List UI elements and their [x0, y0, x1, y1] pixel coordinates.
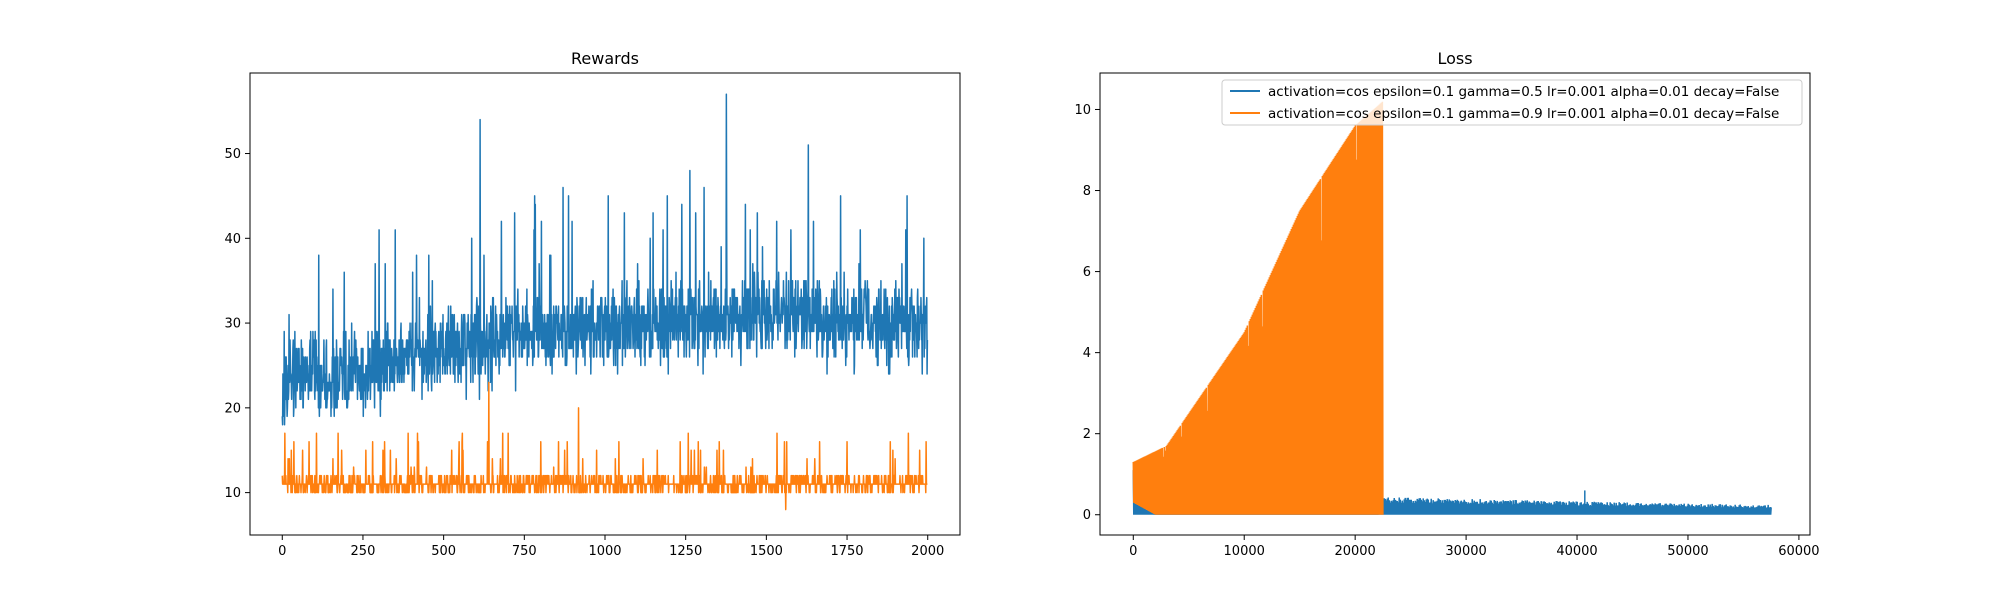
y-tick-label: 30 — [224, 317, 241, 332]
x-tick-label: 1500 — [750, 544, 783, 559]
rewards-plot-area — [281, 93, 929, 511]
loss-legend: activation=cos epsilon=0.1 gamma=0.5 lr=… — [1221, 79, 1803, 126]
x-tick-label: 1000 — [588, 544, 621, 559]
rewards-chart: Rewards 0 250 500 750 1000 1250 1500 1750 2000 1… — [224, 49, 961, 559]
x-tick-label: 30000 — [1445, 544, 1486, 559]
x-tick-label: 10000 — [1224, 544, 1265, 559]
loss-chart-title: Loss — [1437, 49, 1472, 68]
loss-y-axis: 0 2 4 6 8 10 — [1074, 103, 1100, 523]
x-tick-label: 750 — [512, 544, 537, 559]
y-tick-label: 20 — [224, 401, 241, 416]
plot-series-group — [1132, 101, 1772, 515]
x-tick-label: 1750 — [830, 544, 863, 559]
loss-axes-frame — [1099, 72, 1811, 536]
legend-box — [1221, 79, 1803, 126]
x-tick-label: 40000 — [1556, 544, 1597, 559]
y-tick-label: 40 — [224, 232, 241, 247]
plot-series-group — [281, 93, 929, 511]
legend-label-series-1: activation=cos epsilon=0.1 gamma=0.5 lr=… — [1268, 84, 1779, 100]
x-tick-label: 500 — [431, 544, 456, 559]
rewards-chart-title: Rewards — [571, 49, 639, 68]
rewards-x-axis: 0 250 500 750 1000 1250 1500 1750 2000 — [278, 535, 944, 559]
y-tick-label: 2 — [1083, 427, 1091, 442]
legend-label-series-2: activation=cos epsilon=0.1 gamma=0.9 lr=… — [1268, 106, 1779, 122]
loss-series-2-line — [1132, 101, 1384, 515]
x-tick-label: 1250 — [669, 544, 702, 559]
y-tick-label: 10 — [224, 486, 241, 501]
y-tick-label: 6 — [1083, 265, 1091, 280]
rewards-y-axis: 10 20 30 40 50 — [224, 147, 250, 501]
loss-plot-area — [1132, 101, 1772, 515]
loss-chart: Loss 0 10000 20000 30000 40000 50000 60000 0 2 4… — [1074, 49, 1819, 559]
x-tick-label: 250 — [351, 544, 376, 559]
y-tick-label: 8 — [1083, 184, 1091, 199]
rewards-series-2-line — [281, 381, 928, 511]
rewards-axes-frame — [249, 72, 961, 536]
x-tick-label: 60000 — [1778, 544, 1819, 559]
x-tick-label: 50000 — [1667, 544, 1708, 559]
x-tick-label: 0 — [1129, 544, 1137, 559]
y-tick-label: 0 — [1083, 508, 1091, 523]
y-tick-label: 50 — [224, 147, 241, 162]
x-tick-label: 20000 — [1334, 544, 1375, 559]
x-tick-label: 0 — [278, 544, 286, 559]
loss-x-axis: 0 10000 20000 30000 40000 50000 60000 — [1129, 535, 1820, 559]
y-tick-label: 10 — [1074, 103, 1091, 118]
y-tick-label: 4 — [1083, 346, 1091, 361]
rewards-series-1-line — [281, 93, 929, 426]
x-tick-label: 2000 — [911, 544, 944, 559]
